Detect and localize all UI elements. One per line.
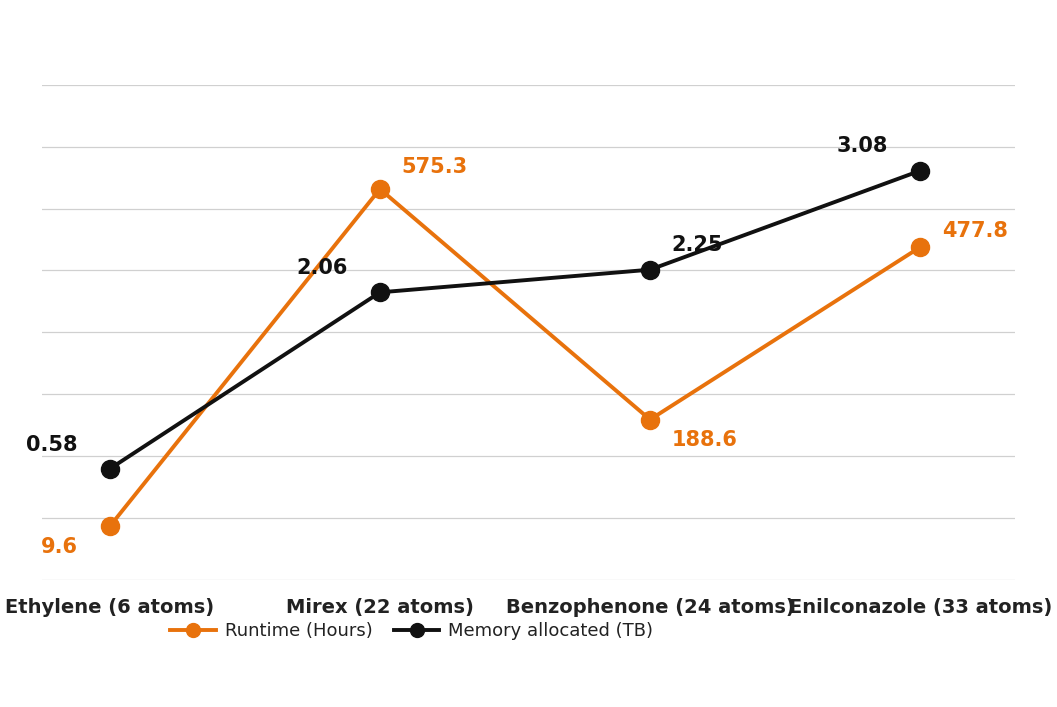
- Text: Mirex (22 atoms): Mirex (22 atoms): [286, 597, 474, 617]
- Text: 3.08: 3.08: [836, 136, 888, 156]
- Text: Enilconazole (33 atoms): Enilconazole (33 atoms): [789, 597, 1052, 617]
- Legend: Runtime (Hours), Memory allocated (TB): Runtime (Hours), Memory allocated (TB): [163, 615, 661, 648]
- Text: 477.8: 477.8: [942, 221, 1007, 241]
- Text: 2.06: 2.06: [296, 258, 348, 278]
- Text: 0.58: 0.58: [25, 435, 77, 455]
- Text: Benzophenone (24 atoms): Benzophenone (24 atoms): [505, 597, 795, 617]
- Text: 575.3: 575.3: [402, 157, 467, 177]
- Text: 9.6: 9.6: [40, 537, 77, 557]
- Text: 188.6: 188.6: [671, 431, 738, 450]
- Text: Ethylene (6 atoms): Ethylene (6 atoms): [5, 597, 215, 617]
- Text: 2.25: 2.25: [671, 235, 723, 255]
